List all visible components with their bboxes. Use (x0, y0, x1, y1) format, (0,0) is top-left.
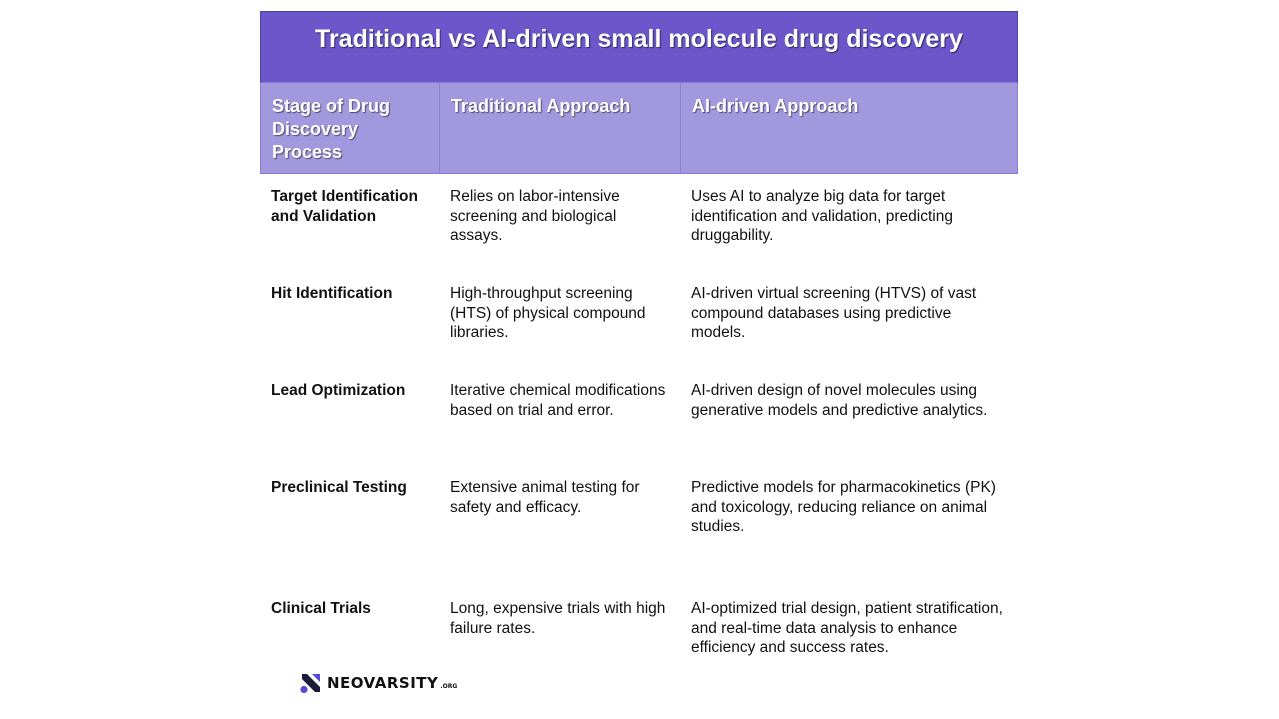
table-row: Clinical Trials Long, expensive trials w… (260, 586, 1018, 656)
header-stage: Stage of Drug Discovery Process (261, 83, 440, 173)
traditional-cell: High-throughput screening (HTS) of physi… (450, 285, 646, 341)
ai-cell: Predictive models for pharmacokinetics (… (691, 479, 996, 535)
table-header-row: Stage of Drug Discovery Process Traditio… (260, 83, 1018, 174)
stage-cell: Clinical Trials (271, 600, 371, 617)
table-row: Preclinical Testing Extensive animal tes… (260, 465, 1018, 586)
table-row: Target Identification and Validation Rel… (260, 174, 1018, 271)
comparison-table: Traditional vs AI-driven small molecule … (260, 11, 1018, 656)
logo-wordmark: NEOVARSITY (327, 674, 439, 692)
traditional-cell: Iterative chemical modifications based o… (450, 382, 666, 419)
header-ai: AI-driven Approach (692, 96, 859, 116)
ai-cell: AI-optimized trial design, patient strat… (691, 600, 1003, 656)
traditional-cell: Relies on labor-intensive screening and … (450, 188, 620, 244)
stage-cell: Lead Optimization (271, 382, 406, 399)
traditional-cell: Extensive animal testing for safety and … (450, 479, 640, 516)
neovarsity-logo: NEOVARSITY .ORG (300, 672, 457, 694)
stage-cell: Target Identification and Validation (271, 188, 418, 225)
table-title: Traditional vs AI-driven small molecule … (260, 11, 1018, 83)
ai-cell: Uses AI to analyze big data for target i… (691, 188, 953, 244)
ai-cell: AI-driven design of novel molecules usin… (691, 382, 988, 419)
neovarsity-logo-icon (300, 674, 320, 694)
table-row: Hit Identification High-throughput scree… (260, 271, 1018, 368)
traditional-cell: Long, expensive trials with high failure… (450, 600, 666, 637)
logo-suffix: .ORG (440, 682, 458, 690)
table-row: Lead Optimization Iterative chemical mod… (260, 368, 1018, 465)
stage-cell: Preclinical Testing (271, 479, 407, 496)
ai-cell: AI-driven virtual screening (HTVS) of va… (691, 285, 977, 341)
stage-cell: Hit Identification (271, 285, 393, 302)
header-traditional: Traditional Approach (440, 83, 681, 173)
